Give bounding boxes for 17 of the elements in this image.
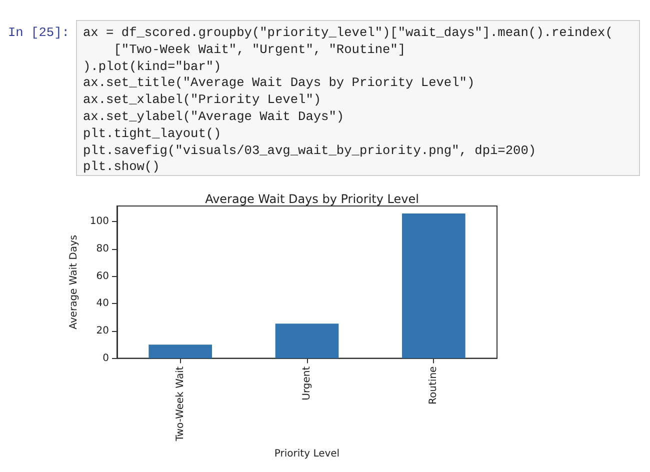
y-tick-label: 60 bbox=[96, 270, 109, 282]
y-tick-label: 100 bbox=[90, 216, 109, 228]
code-cell: ax = df_scored.groupby("priority_level")["wait_days"].mean().reindex( ["Two-Week Wait", "Urgent", "Routine"] ).plot(kind="bar") ax.set_title("Average Wait Days by Priority Level") ax.set_xlabel("Priority Level") ax.set_ylabel("Average Wait Days") plt.tight_layout() plt.savefig("visuals/03_avg_wait_by_priority.png", dpi=200) plt.show() bbox=[76, 20, 640, 176]
bar bbox=[275, 324, 339, 358]
bar bbox=[402, 214, 466, 358]
x-tick-label: Routine bbox=[428, 366, 440, 404]
chart-title: Average Wait Days by Priority Level bbox=[205, 192, 419, 206]
x-tick-label: Urgent bbox=[302, 366, 312, 400]
x-axis-title: Priority Level bbox=[274, 448, 340, 460]
x-tick-label: Two-Week Wait bbox=[174, 366, 186, 442]
y-tick-label: 80 bbox=[96, 244, 109, 255]
y-axis-title: Average Wait Days bbox=[68, 234, 80, 330]
bar bbox=[148, 344, 212, 358]
y-tick-label: 0 bbox=[102, 352, 109, 364]
y-tick-label: 20 bbox=[96, 325, 109, 336]
text: In [25]: bbox=[8, 25, 70, 40]
y-tick-label: 40 bbox=[96, 298, 109, 310]
